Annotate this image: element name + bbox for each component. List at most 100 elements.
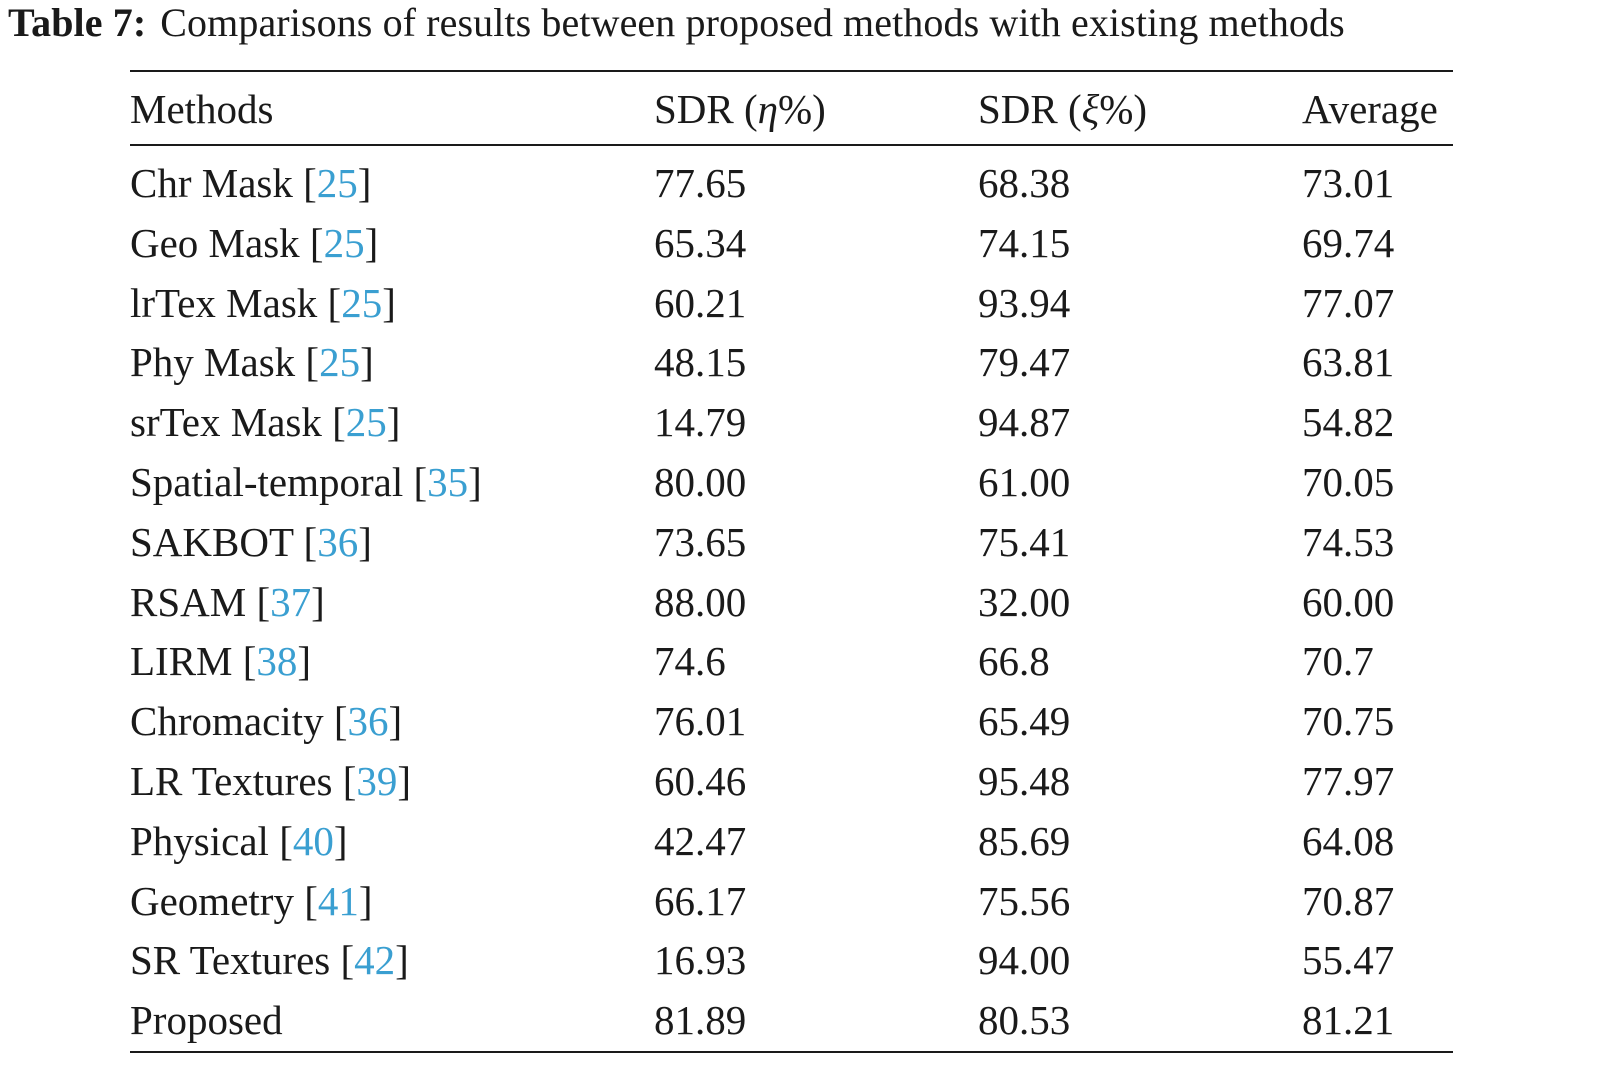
table-row: Physical [40] 42.47 85.69 64.08: [0, 816, 1608, 866]
sdr-eta-cell: 73.65: [654, 518, 747, 565]
average-cell: 54.82: [1302, 399, 1395, 446]
sdr-xi-cell: 95.48: [978, 758, 1071, 804]
caption-text: Comparisons of results between proposed …: [160, 0, 1345, 45]
citation-link[interactable]: 41: [317, 877, 359, 924]
method-name: lrTex Mask: [130, 279, 318, 326]
method-cell: Geo Mask [25]: [130, 219, 379, 266]
sdr-xi-cell: 66.8: [978, 638, 1050, 685]
average-cell: 74.53: [1302, 518, 1395, 565]
table-row: srTex Mask [25] 14.79 94.87 54.82: [0, 397, 1608, 447]
citation-link[interactable]: 35: [427, 459, 469, 505]
citation-link[interactable]: 25: [319, 339, 361, 386]
method-name: Proposed: [130, 997, 283, 1044]
header-eta-symbol: η: [757, 86, 779, 132]
sdr-eta-cell: 74.6: [654, 638, 726, 685]
citation-link[interactable]: 42: [354, 937, 396, 984]
table-row: Geometry [41] 66.17 75.56 70.87: [0, 876, 1608, 926]
citation-link[interactable]: 40: [292, 817, 334, 864]
table-header-row: Methods SDR (η%) SDR (ξ%) Average: [0, 84, 1608, 134]
method-cell: SR Textures [42]: [130, 937, 409, 984]
table-caption: Table 7: Comparisons of results between p…: [8, 0, 1345, 46]
sdr-xi-cell: 61.00: [978, 459, 1071, 505]
method-cell: Physical [40]: [130, 817, 348, 864]
table-row: Spatial-temporal [35] 80.00 61.00 70.05: [0, 457, 1608, 507]
sdr-xi-cell: 80.53: [978, 997, 1071, 1044]
table-row: Chr Mask [25] 77.65 68.38 73.01: [0, 158, 1608, 208]
average-cell: 60.00: [1302, 578, 1395, 625]
average-cell: 69.74: [1302, 219, 1395, 266]
table-row: SR Textures [42] 16.93 94.00 55.47: [0, 935, 1608, 985]
citation-link[interactable]: 25: [345, 399, 387, 446]
citation-link[interactable]: 37: [270, 578, 312, 625]
method-name: Chromacity: [130, 698, 324, 745]
sdr-xi-cell: 32.00: [978, 578, 1071, 625]
header-sdr-xi-prefix: SDR (: [978, 86, 1082, 132]
citation-link[interactable]: 25: [316, 160, 358, 206]
sdr-xi-cell: 94.87: [978, 399, 1071, 446]
sdr-eta-cell: 14.79: [654, 399, 747, 446]
sdr-xi-cell: 65.49: [978, 698, 1071, 745]
citation-link[interactable]: 39: [356, 758, 398, 804]
header-sdr-eta-prefix: SDR (: [654, 86, 758, 132]
table-bottom-rule: [130, 1051, 1453, 1053]
sdr-xi-cell: 75.41: [978, 518, 1071, 565]
sdr-eta-cell: 48.15: [654, 339, 747, 386]
citation-link[interactable]: 36: [347, 698, 389, 745]
sdr-eta-cell: 65.34: [654, 219, 747, 266]
method-name: srTex Mask: [130, 399, 322, 446]
method-cell: LIRM [38]: [130, 638, 312, 685]
method-name: SR Textures: [130, 937, 331, 984]
header-sdr-xi: SDR (ξ%): [978, 84, 1147, 134]
average-cell: 70.05: [1302, 459, 1395, 505]
sdr-eta-cell: 77.65: [654, 160, 747, 206]
table-row: Proposed 81.89 80.53 81.21: [0, 995, 1608, 1045]
average-cell: 63.81: [1302, 339, 1395, 386]
table-row: RSAM [37] 88.00 32.00 60.00: [0, 577, 1608, 627]
method-name: Phy Mask: [130, 339, 296, 386]
caption-label: Table 7:: [8, 0, 147, 45]
sdr-eta-cell: 80.00: [654, 459, 747, 505]
method-cell: srTex Mask [25]: [130, 399, 401, 446]
table-row: lrTex Mask [25] 60.21 93.94 77.07: [0, 278, 1608, 328]
method-name: RSAM: [130, 578, 247, 625]
method-name: Spatial-temporal: [130, 459, 404, 505]
average-cell: 73.01: [1302, 160, 1395, 206]
sdr-xi-cell: 79.47: [978, 339, 1071, 386]
citation-link[interactable]: 36: [317, 518, 359, 565]
method-cell: RSAM [37]: [130, 578, 325, 625]
header-methods: Methods: [130, 86, 274, 132]
method-name: SAKBOT: [130, 518, 294, 565]
header-sdr-xi-suffix: %): [1099, 86, 1148, 132]
sdr-xi-cell: 75.56: [978, 877, 1071, 924]
table-row: LR Textures [39] 60.46 95.48 77.97: [0, 756, 1608, 806]
sdr-xi-cell: 94.00: [978, 937, 1071, 984]
method-name: Physical: [130, 817, 269, 864]
citation-link[interactable]: 25: [323, 219, 365, 266]
method-name: Geo Mask: [130, 219, 300, 266]
method-name: LR Textures: [130, 758, 333, 804]
average-cell: 70.7: [1302, 638, 1374, 685]
table-row: SAKBOT [36] 73.65 75.41 74.53: [0, 517, 1608, 567]
average-cell: 55.47: [1302, 937, 1395, 984]
sdr-eta-cell: 42.47: [654, 817, 747, 864]
header-sdr-eta-suffix: %): [778, 86, 826, 132]
sdr-eta-cell: 88.00: [654, 578, 747, 625]
method-name: LIRM: [130, 638, 233, 685]
citation-link[interactable]: 38: [256, 638, 298, 685]
citation-link[interactable]: 25: [341, 279, 383, 326]
sdr-xi-cell: 85.69: [978, 817, 1071, 864]
sdr-eta-cell: 60.21: [654, 279, 747, 326]
sdr-eta-cell: 66.17: [654, 877, 747, 924]
method-cell: Geometry [41]: [130, 877, 373, 924]
header-average: Average: [1302, 86, 1438, 132]
sdr-eta-cell: 16.93: [654, 937, 747, 984]
table-header-rule: [130, 144, 1453, 146]
average-cell: 77.97: [1302, 758, 1395, 804]
method-cell: lrTex Mask [25]: [130, 279, 396, 326]
table-row: Phy Mask [25] 48.15 79.47 63.81: [0, 337, 1608, 387]
sdr-xi-cell: 68.38: [978, 160, 1071, 206]
method-cell: Spatial-temporal [35]: [130, 459, 482, 505]
average-cell: 81.21: [1302, 997, 1395, 1044]
method-cell: Phy Mask [25]: [130, 339, 374, 386]
sdr-eta-cell: 76.01: [654, 698, 747, 745]
